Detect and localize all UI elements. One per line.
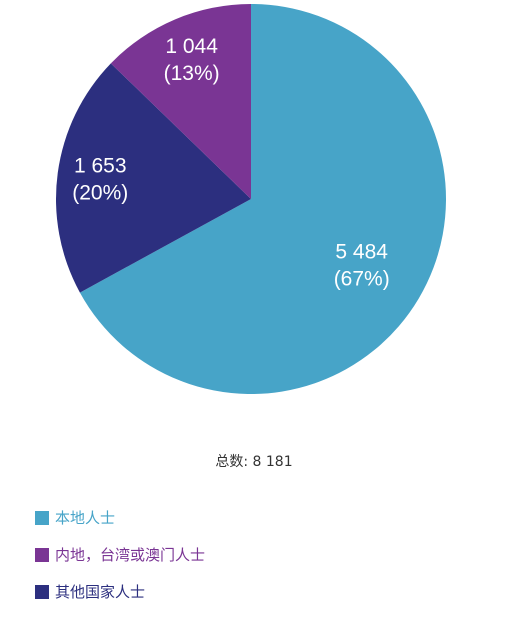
legend-item-0: 本地人士	[35, 508, 205, 527]
legend-swatch-2	[35, 547, 49, 562]
legend: 本地人士内地，台湾或澳门人士 其他国家人士	[35, 508, 205, 619]
legend-label-1: 其他国家人士	[55, 583, 146, 601]
slice-percent-label-1: (20%)	[72, 182, 128, 205]
pie-chart: 5 484 (67%) 1 653 (20%) 1 044 (13%)	[56, 4, 447, 394]
pie-slice-2	[110, 4, 251, 199]
slice-value-label-1: 1 653	[74, 155, 127, 178]
legend-item-2: 内地，台湾或澳门人士	[35, 545, 205, 564]
pie-slice-1	[56, 63, 251, 293]
legend-item-1: 其他国家人士	[35, 582, 205, 601]
pie-slice-0	[79, 4, 447, 394]
slice-percent-label-2: (13%)	[164, 62, 220, 85]
slice-percent-label-0: (67%)	[334, 268, 390, 291]
slice-value-label-0: 5 484	[335, 241, 388, 264]
legend-label-0: 本地人士	[55, 509, 116, 527]
legend-label-2: 内地，台湾或澳门人士	[55, 546, 206, 564]
total-label: 总数: 8 181	[215, 454, 293, 470]
slice-value-label-2: 1 044	[165, 35, 218, 58]
legend-swatch-1	[35, 584, 49, 599]
legend-swatch-0	[35, 510, 49, 525]
